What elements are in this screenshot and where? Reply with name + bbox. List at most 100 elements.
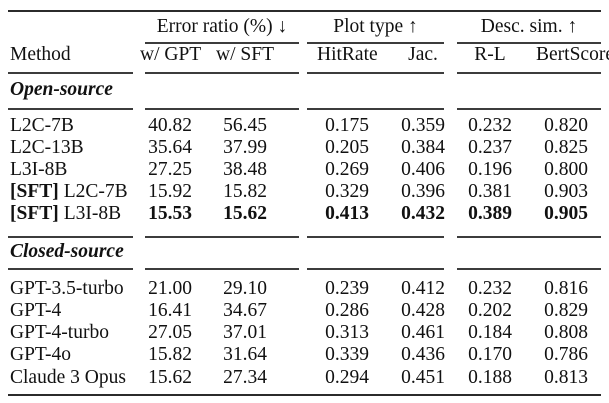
cell-jac: 0.412 (401, 278, 445, 299)
header-w-gpt: w/ GPT (140, 44, 202, 65)
cmidrule-error-ratio (145, 42, 299, 44)
cell-w-gpt: 15.53 (148, 203, 192, 224)
table-row: Claude 3 Opus 15.62 27.34 0.294 0.451 0.… (0, 367, 609, 389)
cell-bertscore: 0.905 (544, 203, 588, 224)
section-row-open-source: Open-source (0, 79, 609, 101)
cell-w-gpt: 21.00 (148, 278, 192, 299)
cell-jac: 0.406 (401, 159, 445, 180)
cell-jac: 0.359 (401, 115, 445, 136)
cell-w-gpt: 15.92 (148, 181, 192, 202)
cell-bertscore: 0.829 (544, 300, 588, 321)
cell-hitrate: 0.175 (325, 115, 369, 136)
section-rule (8, 236, 133, 238)
cell-rl: 0.232 (468, 115, 512, 136)
cell-w-sft: 15.82 (223, 181, 267, 202)
section-rule (457, 268, 601, 270)
cell-method: L2C-7B (10, 115, 134, 137)
cell-w-sft: 29.10 (223, 278, 267, 299)
header-hitrate: HitRate (317, 44, 378, 65)
cell-bertscore: 0.813 (544, 367, 588, 388)
cell-rl: 0.184 (468, 322, 512, 343)
method-name: GPT-4o (10, 344, 72, 365)
col-group-plot-type: Plot type ↑ (333, 16, 418, 37)
col-group-error-ratio: Error ratio (%) ↓ (156, 16, 288, 37)
column-header-row: Method w/ GPT w/ SFT HitRate Jac. R-L Be… (0, 44, 609, 66)
section-rule (307, 236, 444, 238)
section-rule (457, 108, 601, 110)
cell-hitrate: 0.294 (325, 367, 369, 388)
method-name: L3I-8B (63, 203, 122, 224)
cell-hitrate: 0.269 (325, 159, 369, 180)
header-rule-desc (457, 72, 601, 74)
header-bertscore: BertScore (536, 44, 609, 65)
section-rule (8, 268, 133, 270)
table-row: [SFT] L3I-8B 15.53 15.62 0.413 0.432 0.38… (0, 203, 609, 225)
table-row: GPT-4o 15.82 31.64 0.339 0.436 0.170 0.7… (0, 344, 609, 366)
cell-bertscore: 0.800 (544, 159, 588, 180)
cell-w-gpt: 15.82 (148, 344, 192, 365)
cell-hitrate: 0.286 (325, 300, 369, 321)
cell-w-gpt: 27.05 (148, 322, 192, 343)
method-name: L3I-8B (10, 159, 68, 180)
section-rule (307, 268, 444, 270)
cell-method: L3I-8B (10, 159, 134, 181)
sft-tag: [SFT] (10, 203, 59, 224)
cell-jac: 0.436 (401, 344, 445, 365)
cell-method: [SFT] L2C-7B (10, 181, 134, 203)
cell-hitrate: 0.413 (325, 203, 369, 224)
cell-w-sft: 34.67 (223, 300, 267, 321)
cell-bertscore: 0.820 (544, 115, 588, 136)
method-name: L2C-13B (10, 137, 84, 158)
cell-rl: 0.232 (468, 278, 512, 299)
cell-hitrate: 0.339 (325, 344, 369, 365)
cell-hitrate: 0.313 (325, 322, 369, 343)
cell-method: Claude 3 Opus (10, 367, 134, 389)
table-row: GPT-4-turbo 27.05 37.01 0.313 0.461 0.18… (0, 322, 609, 344)
cell-bertscore: 0.786 (544, 344, 588, 365)
cell-jac: 0.396 (401, 181, 445, 202)
section-label: Open-source (10, 79, 113, 100)
cell-w-gpt: 40.82 (148, 115, 192, 136)
cell-rl: 0.196 (468, 159, 512, 180)
col-group-desc-sim: Desc. sim. ↑ (480, 16, 578, 37)
cell-rl: 0.381 (468, 181, 512, 202)
cell-bertscore: 0.808 (544, 322, 588, 343)
cell-w-gpt: 16.41 (148, 300, 192, 321)
section-rule (145, 236, 299, 238)
header-method: Method (10, 44, 71, 65)
cell-w-sft: 37.01 (223, 322, 267, 343)
cell-method: GPT-3.5-turbo (10, 278, 134, 300)
cmidrule-plot-type (307, 42, 444, 44)
section-rule (145, 108, 299, 110)
cell-rl: 0.202 (468, 300, 512, 321)
table-row: GPT-3.5-turbo 21.00 29.10 0.239 0.412 0.… (0, 278, 609, 300)
cell-jac: 0.432 (401, 203, 445, 224)
cell-rl: 0.188 (468, 367, 512, 388)
cell-bertscore: 0.825 (544, 137, 588, 158)
section-rule (8, 108, 133, 110)
cell-method: GPT-4o (10, 344, 134, 366)
method-name: GPT-3.5-turbo (10, 278, 124, 299)
cell-hitrate: 0.205 (325, 137, 369, 158)
cell-rl: 0.237 (468, 137, 512, 158)
table-row: GPT-4 16.41 34.67 0.286 0.428 0.202 0.82… (0, 300, 609, 322)
cell-w-sft: 56.45 (223, 115, 267, 136)
section-rule (457, 236, 601, 238)
cell-rl: 0.170 (468, 344, 512, 365)
cell-rl: 0.389 (468, 203, 512, 224)
cell-jac: 0.461 (401, 322, 445, 343)
cell-method: L2C-13B (10, 137, 134, 159)
table-row: [SFT] L2C-7B 15.92 15.82 0.329 0.396 0.38… (0, 181, 609, 203)
sft-tag: [SFT] (10, 181, 59, 202)
cell-bertscore: 0.816 (544, 278, 588, 299)
cmidrule-desc-sim (457, 42, 601, 44)
cell-method: GPT-4 (10, 300, 134, 322)
method-name: GPT-4-turbo (10, 322, 109, 343)
cell-w-sft: 15.62 (223, 203, 267, 224)
method-name: Claude 3 Opus (10, 367, 126, 388)
cell-w-gpt: 27.25 (148, 159, 192, 180)
cell-w-sft: 31.64 (223, 344, 267, 365)
method-name: GPT-4 (10, 300, 62, 321)
table-row: L2C-7B 40.82 56.45 0.175 0.359 0.232 0.8… (0, 115, 609, 137)
